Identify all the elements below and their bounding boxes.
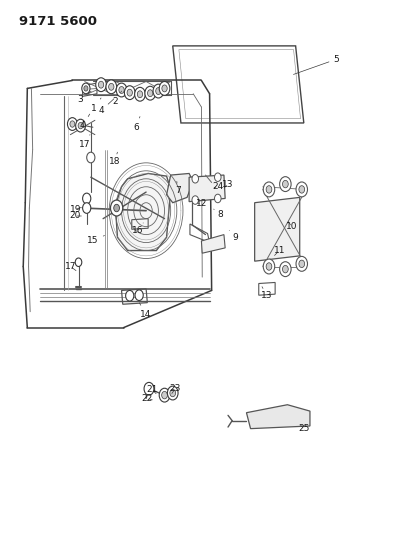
Text: 18: 18	[109, 152, 120, 166]
Circle shape	[127, 89, 132, 96]
Circle shape	[67, 118, 77, 131]
Circle shape	[83, 193, 91, 204]
Text: 4: 4	[80, 114, 90, 130]
Circle shape	[119, 86, 124, 93]
Text: 17: 17	[65, 262, 76, 271]
Circle shape	[76, 119, 85, 132]
Circle shape	[83, 203, 91, 213]
Circle shape	[299, 185, 305, 193]
Text: 4: 4	[98, 99, 114, 115]
Circle shape	[116, 83, 127, 97]
Circle shape	[282, 180, 288, 188]
Circle shape	[87, 152, 95, 163]
Circle shape	[96, 78, 106, 92]
Text: 7: 7	[175, 181, 180, 195]
Circle shape	[279, 176, 291, 191]
Circle shape	[156, 87, 161, 94]
Polygon shape	[189, 175, 225, 201]
Text: 21: 21	[147, 385, 158, 394]
Circle shape	[153, 84, 164, 98]
Circle shape	[263, 182, 275, 197]
Circle shape	[125, 86, 135, 100]
Circle shape	[135, 290, 143, 301]
Circle shape	[162, 391, 167, 399]
Text: 10: 10	[286, 222, 297, 231]
Circle shape	[279, 262, 291, 277]
Circle shape	[159, 388, 170, 402]
Circle shape	[148, 90, 153, 96]
Circle shape	[192, 174, 199, 183]
Text: 20: 20	[69, 212, 81, 221]
Text: 12: 12	[196, 199, 207, 208]
Circle shape	[296, 256, 307, 271]
Circle shape	[167, 386, 178, 400]
Polygon shape	[166, 173, 193, 203]
Circle shape	[98, 81, 104, 88]
Circle shape	[215, 194, 221, 203]
Text: 9171 5600: 9171 5600	[19, 15, 97, 28]
Circle shape	[170, 389, 175, 397]
Text: 15: 15	[87, 236, 104, 246]
Circle shape	[137, 91, 143, 98]
Polygon shape	[255, 197, 300, 261]
Circle shape	[192, 196, 199, 204]
Circle shape	[282, 265, 288, 273]
Text: 17: 17	[79, 135, 90, 149]
Circle shape	[144, 382, 154, 395]
Circle shape	[82, 83, 90, 94]
Polygon shape	[201, 235, 225, 253]
Text: 23: 23	[169, 384, 181, 393]
Text: 25: 25	[298, 424, 309, 433]
Circle shape	[70, 121, 75, 127]
Text: 22: 22	[142, 394, 153, 403]
Text: 14: 14	[139, 303, 152, 319]
Text: 8: 8	[214, 209, 223, 219]
Text: 13: 13	[222, 180, 234, 189]
Text: 11: 11	[273, 246, 285, 255]
Text: 5: 5	[293, 55, 339, 75]
Circle shape	[145, 86, 155, 100]
Circle shape	[109, 83, 114, 90]
Circle shape	[162, 85, 167, 92]
Circle shape	[78, 123, 83, 129]
Text: 24: 24	[212, 182, 224, 191]
Text: 3: 3	[78, 91, 91, 103]
Polygon shape	[115, 173, 171, 251]
Circle shape	[126, 290, 134, 301]
Circle shape	[296, 182, 307, 197]
Polygon shape	[247, 405, 310, 429]
Text: 16: 16	[132, 223, 144, 235]
Text: 13: 13	[261, 287, 272, 300]
Circle shape	[114, 204, 120, 212]
Circle shape	[263, 259, 275, 274]
Text: 2: 2	[113, 91, 122, 106]
Circle shape	[266, 263, 272, 270]
Text: 19: 19	[69, 205, 81, 214]
Circle shape	[135, 87, 145, 101]
Text: 1: 1	[91, 98, 101, 112]
Circle shape	[111, 200, 123, 216]
Circle shape	[159, 82, 170, 95]
Text: 9: 9	[229, 230, 238, 242]
Circle shape	[299, 260, 305, 268]
Circle shape	[266, 185, 272, 193]
Circle shape	[215, 173, 221, 181]
Circle shape	[75, 258, 82, 266]
Text: 6: 6	[133, 117, 140, 132]
Circle shape	[106, 80, 117, 94]
Circle shape	[84, 86, 88, 91]
